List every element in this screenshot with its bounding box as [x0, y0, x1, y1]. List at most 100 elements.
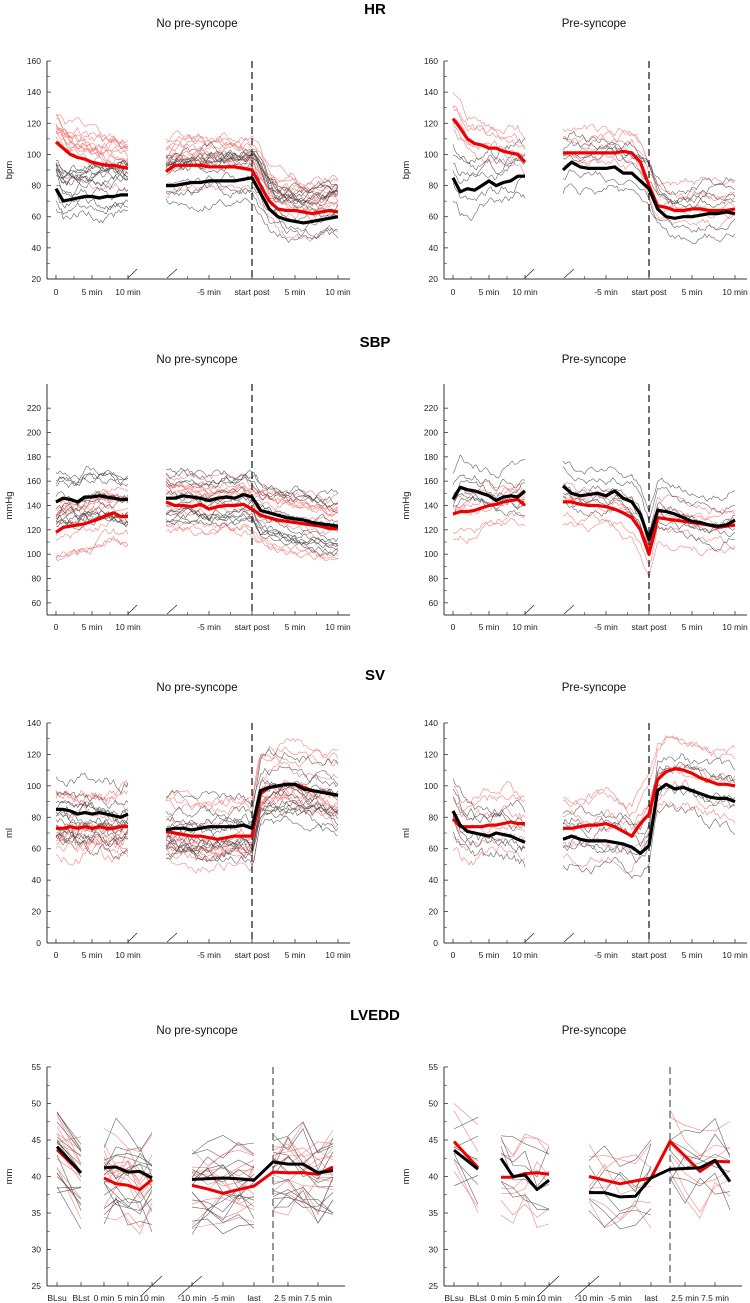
axis-break-mark — [524, 268, 535, 279]
y-tick-label: 200 — [27, 428, 41, 438]
x-tick-label: 10 min — [512, 950, 538, 960]
mean-line-red — [165, 500, 338, 531]
mean-line-black — [55, 494, 128, 504]
row-title: HR — [364, 1, 386, 18]
individual-trace-black — [191, 1169, 255, 1183]
y-tick-label: 80 — [32, 812, 42, 822]
individual-trace-black — [55, 497, 129, 512]
mean-line-black — [561, 160, 736, 220]
individual-trace-black — [588, 1143, 652, 1193]
individual-trace-black — [56, 1142, 82, 1166]
individual-trace-black — [272, 1197, 334, 1215]
chart-panel: No pre-syncope mmHg 60 80 100 120 140 160 180 200… — [4, 354, 351, 632]
mean-line-red — [563, 149, 736, 213]
individual-trace-black — [452, 479, 526, 500]
x-tick-label: 5 min — [515, 1293, 536, 1303]
y-tick-label: 45 — [32, 1135, 42, 1145]
x-tick-label: 10 min — [722, 287, 748, 297]
individual-trace-black — [55, 800, 129, 826]
individual-trace-black — [562, 803, 736, 879]
individual-trace-black — [452, 474, 526, 492]
x-tick-label: 0 min — [491, 1293, 512, 1303]
y-tick-label: 40 — [32, 1172, 42, 1182]
individual-trace-red — [588, 1163, 652, 1195]
x-tick-label: 10 min — [512, 622, 538, 632]
individual-trace-red — [453, 1110, 479, 1152]
x-tick-label: 10 min — [115, 950, 141, 960]
individual-trace-red — [452, 805, 526, 821]
x-tick-label: 0 — [54, 287, 59, 297]
y-tick-label: 60 — [32, 844, 42, 854]
x-tick-label: 5 min — [285, 950, 306, 960]
y-tick-label: 40 — [429, 243, 439, 253]
mean-line-red — [103, 1176, 153, 1192]
x-tick-label: 10 min — [115, 287, 141, 297]
x-tick-label: start post — [632, 950, 668, 960]
individual-trace-black — [103, 1182, 153, 1215]
individual-trace-black — [103, 1146, 153, 1177]
individual-trace-black — [56, 1112, 82, 1145]
x-tick-label: 10 min — [722, 622, 748, 632]
individual-trace-black — [452, 487, 526, 509]
individual-trace-black — [191, 1218, 255, 1235]
axis-break-mark — [141, 1275, 163, 1296]
y-tick-label: 60 — [32, 598, 42, 608]
individual-trace-red — [56, 1167, 82, 1220]
individual-trace-red — [452, 794, 526, 812]
individual-trace-red — [191, 1201, 255, 1225]
chart-panel: Pre-syncope mm 25 30 35 40 45 50 55 BLsu BLst 0 min… — [401, 1025, 742, 1303]
axis-break-mark — [127, 932, 138, 943]
mean-line-black — [166, 176, 339, 225]
individual-trace-black — [191, 1189, 255, 1219]
y-tick-label: 200 — [424, 428, 438, 438]
individual-trace-black — [452, 454, 526, 479]
mean-line-black — [451, 810, 526, 844]
individual-trace-black — [165, 809, 339, 863]
individual-trace-black — [103, 1117, 153, 1152]
individual-trace-red — [272, 1179, 334, 1192]
individual-trace-red — [56, 1126, 82, 1164]
individual-trace-red — [272, 1176, 334, 1203]
x-tick-label: 10 min — [512, 287, 538, 297]
y-tick-label: 55 — [429, 1062, 439, 1072]
x-tick-label: 0 — [451, 287, 456, 297]
y-axis-label: mmHg — [401, 492, 412, 520]
mean-line-black — [562, 782, 736, 856]
individual-trace-red — [165, 143, 339, 204]
x-tick-label: 5 min — [82, 287, 103, 297]
individual-trace-black — [56, 1121, 82, 1152]
y-axis-label: bpm — [4, 161, 15, 180]
chart-panel: No pre-syncope mm 25 30 35 40 45 50 55 BLsu BLst 0 … — [4, 1025, 345, 1303]
individual-trace-black — [669, 1150, 731, 1168]
y-tick-label: 35 — [429, 1208, 439, 1218]
mean-line-black — [165, 782, 339, 832]
individual-trace-black — [55, 824, 129, 846]
y-tick-label: 160 — [424, 56, 438, 66]
individual-trace-black — [272, 1128, 334, 1171]
individual-trace-red — [272, 1147, 334, 1160]
individual-trace-red — [55, 527, 129, 559]
panel-subtitle: Pre-syncope — [562, 1025, 627, 1037]
mean-line-red — [55, 511, 128, 534]
axis-break-mark — [127, 604, 138, 615]
individual-trace-red — [55, 123, 129, 152]
x-tick-label: -5 min — [197, 287, 221, 297]
individual-trace-red — [272, 1122, 334, 1155]
individual-trace-red — [55, 515, 129, 541]
mean-line-black — [56, 807, 129, 819]
individual-trace-black — [453, 1175, 479, 1187]
x-tick-label: 5 min — [285, 287, 306, 297]
y-tick-label: 35 — [32, 1208, 42, 1218]
y-tick-label: 40 — [32, 875, 42, 885]
individual-trace-red — [669, 1117, 731, 1132]
y-tick-label: 40 — [429, 875, 439, 885]
x-tick-label: 5 min — [682, 287, 703, 297]
chart-panel: No pre-syncope bpm 20 40 60 80 100 120 140 160 0 5 … — [4, 18, 351, 297]
y-axis-label: mmHg — [4, 492, 15, 520]
individual-trace-red — [453, 1159, 479, 1213]
individual-trace-black — [55, 472, 129, 487]
individual-trace-red — [103, 1207, 153, 1229]
mean-line-red — [451, 817, 525, 829]
individual-trace-black — [272, 1189, 334, 1214]
individual-trace-red — [452, 480, 526, 498]
